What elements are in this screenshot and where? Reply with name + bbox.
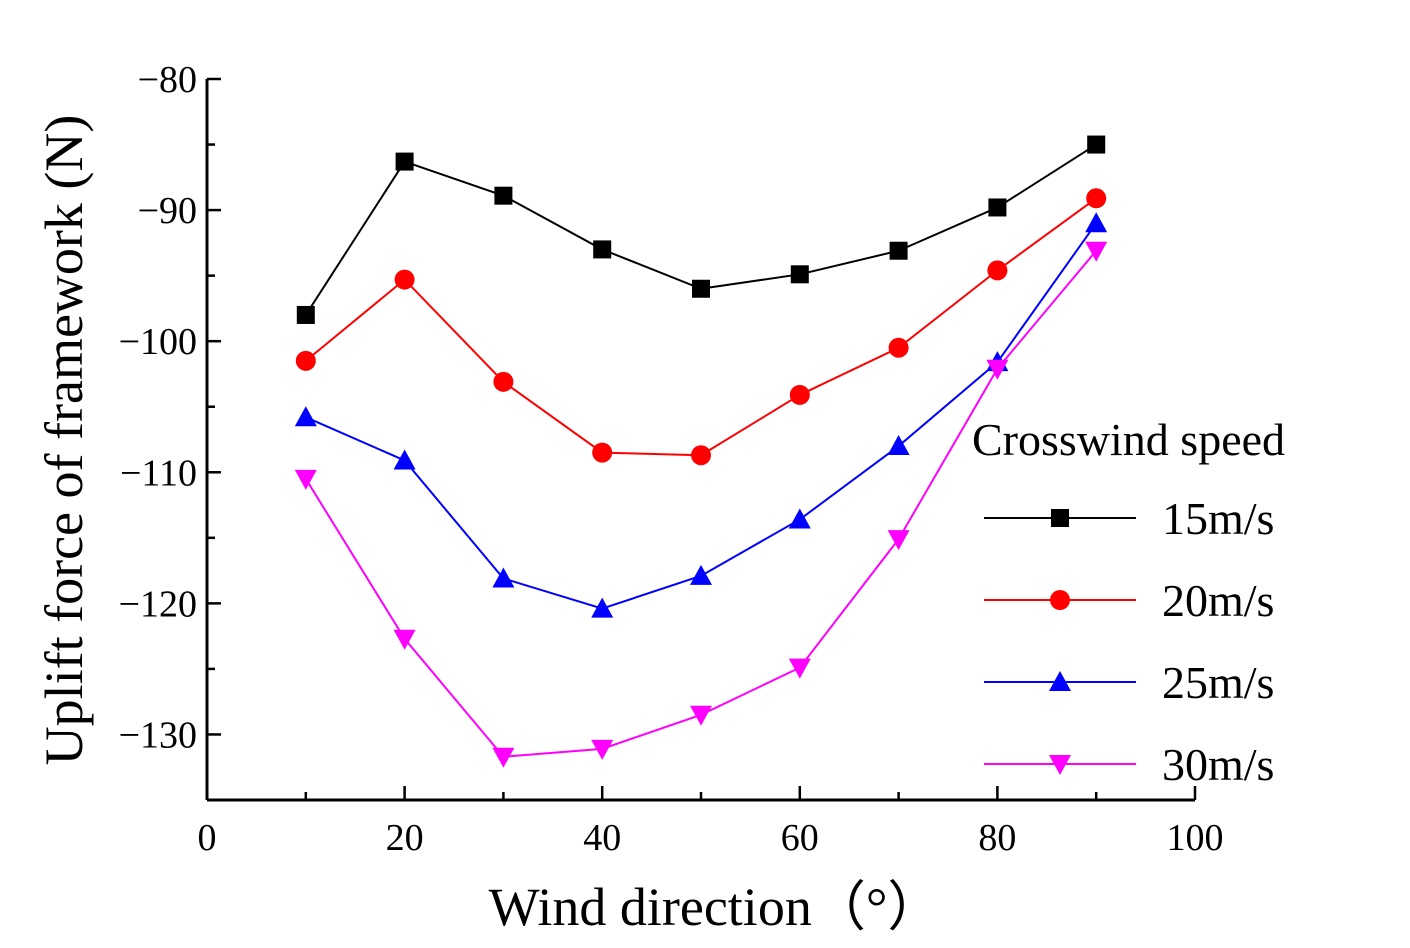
data-point: [986, 359, 1009, 380]
x-tick-label: 0: [198, 817, 217, 859]
data-point: [492, 747, 515, 768]
series-15m/s: [296, 135, 1106, 324]
y-tick-label: −90: [138, 190, 197, 232]
y-axis-title: Uplift force of framework (N): [34, 115, 94, 766]
legend-label: 15m/s: [1162, 493, 1274, 544]
x-tick-label: 80: [978, 817, 1016, 859]
legend-title: Crosswind speed: [972, 414, 1285, 465]
data-point: [294, 406, 317, 427]
data-point: [592, 442, 613, 463]
legend-item: 15m/s: [984, 493, 1274, 544]
legend-label: 30m/s: [1162, 739, 1274, 790]
data-point: [1085, 241, 1108, 262]
y-tick-label: −110: [120, 452, 197, 494]
legend-marker: [1051, 509, 1069, 527]
x-tick-label: 20: [386, 817, 424, 859]
data-point: [591, 739, 614, 760]
axes: 0 20 40 60 80 100 −130 −120 −110 −100 −90 −80: [119, 59, 1224, 859]
series-line: [304, 250, 1097, 758]
data-point: [788, 658, 811, 679]
legend-marker: [1049, 755, 1071, 775]
data-point: [988, 198, 1007, 217]
data-point: [393, 449, 416, 470]
y-tick-label: −120: [119, 583, 197, 625]
data-point: [493, 371, 514, 392]
data-point: [294, 469, 317, 490]
data-point: [790, 265, 809, 284]
data-point: [691, 445, 711, 466]
x-tick-label: 60: [781, 817, 819, 859]
legend-item: 20m/s: [984, 575, 1274, 626]
legend-label: 20m/s: [1162, 575, 1274, 626]
data-point: [692, 279, 710, 298]
legend-item: 25m/s: [984, 657, 1274, 708]
data-point: [492, 567, 515, 588]
x-tick-label: 40: [583, 817, 621, 859]
data-point: [393, 629, 416, 650]
data-point: [1085, 212, 1108, 233]
data-point: [494, 186, 513, 205]
legend: Crosswind speed 15m/s 20m/s 25m/s 30m/s: [972, 414, 1285, 790]
data-point: [394, 269, 415, 290]
x-axis-title: Wind direction（°）: [489, 877, 942, 937]
data-point: [690, 705, 712, 726]
data-point: [395, 152, 414, 171]
y-tick-label: −100: [119, 321, 197, 363]
data-point: [888, 337, 909, 358]
data-point: [1087, 135, 1106, 154]
data-point: [788, 508, 811, 529]
data-point: [690, 564, 712, 585]
data-point: [593, 240, 612, 259]
data-point: [887, 435, 910, 456]
legend-label: 25m/s: [1162, 657, 1274, 708]
series-layer: [294, 135, 1108, 768]
data-point: [295, 350, 316, 371]
x-tick-label: 100: [1167, 817, 1224, 859]
legend-item: 30m/s: [984, 739, 1274, 790]
series-30m/s: [294, 241, 1108, 768]
data-point: [889, 241, 908, 260]
data-point: [789, 384, 810, 405]
y-tick-label: −130: [119, 714, 197, 756]
data-point: [1086, 188, 1107, 209]
data-point: [987, 260, 1008, 281]
data-point: [296, 305, 315, 324]
y-tick-label: −80: [138, 59, 197, 101]
data-point: [887, 530, 910, 551]
legend-marker: [1050, 590, 1070, 610]
series-20m/s: [295, 188, 1107, 466]
data-point: [591, 597, 614, 618]
legend-marker: [1049, 671, 1071, 691]
